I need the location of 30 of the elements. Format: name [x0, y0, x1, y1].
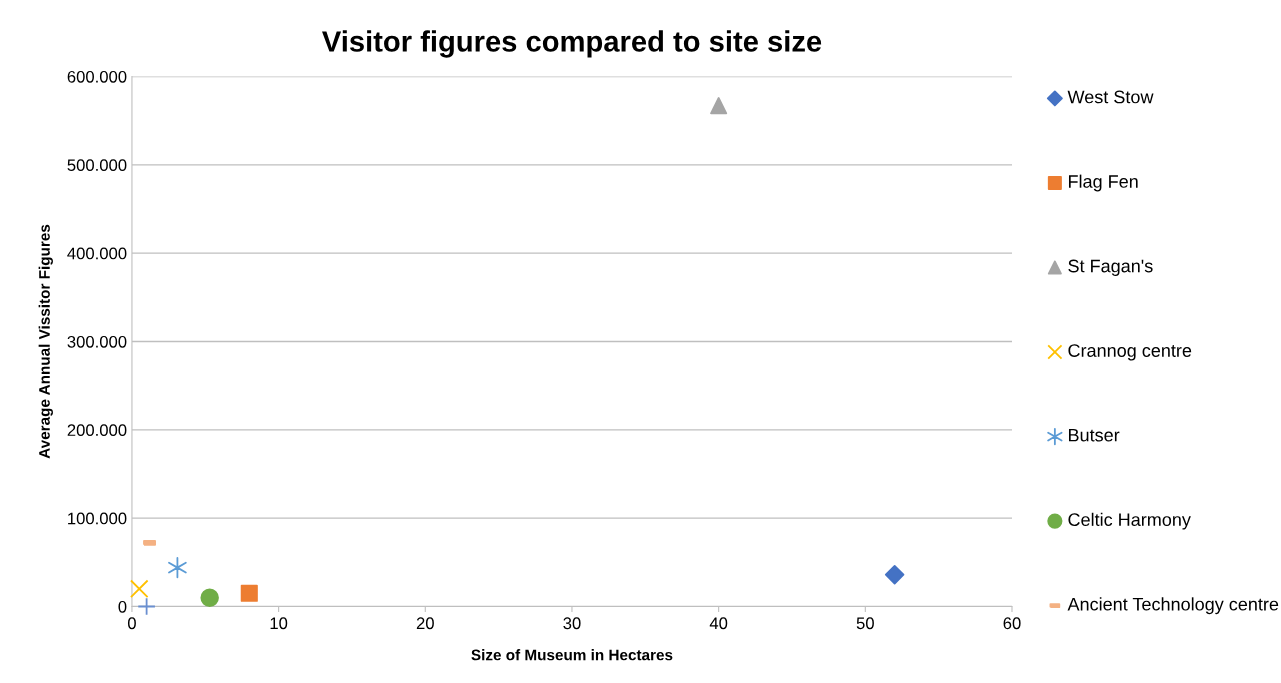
y-tick-label: 400.000 [67, 247, 127, 260]
y-tick-label: 300.000 [67, 335, 127, 348]
x-axis-title: Size of Museum in Hectares [471, 649, 673, 661]
y-tick-label: 100.000 [68, 512, 127, 525]
x-tick-label: 60 [1003, 617, 1021, 630]
y-axis-title: Average Annual Vissitor Figures [38, 224, 53, 459]
point [200, 588, 219, 607]
point [710, 97, 728, 115]
legend-label: Crannog centre [1068, 344, 1192, 361]
x-tick-label: 30 [563, 617, 581, 630]
x-tick-label: 0 [127, 617, 136, 630]
y-tick-label: 500.000 [67, 159, 127, 172]
x-tick-label: 40 [709, 617, 728, 630]
point [240, 584, 258, 602]
point [884, 564, 905, 585]
x-tick-label: 10 [270, 617, 288, 630]
legend-label: Celtic Harmony [1068, 512, 1191, 530]
legend-label: West Stow [1067, 90, 1154, 104]
y-tick-label: 0 [118, 600, 127, 613]
chart-title: Visitor figures compared to site size [322, 30, 822, 58]
y-tick-label: 600.000 [67, 70, 127, 83]
legend-label: Butser [1068, 428, 1120, 442]
x-tick-label: 50 [856, 617, 874, 630]
y-tick-label: 200.000 [67, 424, 127, 437]
legend-label: Ancient Technology centre [1067, 597, 1279, 615]
legend-label: Flag Fen [1068, 174, 1138, 192]
legend-label: St Fagan's [1068, 259, 1153, 276]
point [137, 597, 156, 616]
x-tick-label: 20 [416, 617, 434, 630]
point [130, 579, 149, 599]
